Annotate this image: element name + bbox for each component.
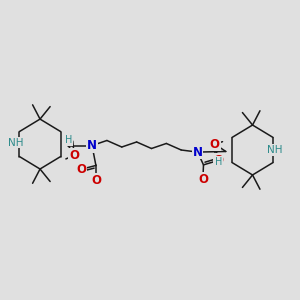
Text: H: H xyxy=(65,135,72,145)
Text: NH: NH xyxy=(8,138,23,148)
Text: O: O xyxy=(69,149,79,162)
Text: O: O xyxy=(91,174,101,187)
Text: O: O xyxy=(76,163,86,176)
Text: NH: NH xyxy=(267,145,283,155)
Text: O: O xyxy=(198,173,208,186)
Text: N: N xyxy=(193,146,202,159)
Text: O: O xyxy=(213,154,224,167)
Text: N: N xyxy=(87,139,97,152)
Text: H: H xyxy=(215,157,222,167)
Text: O: O xyxy=(210,138,220,151)
